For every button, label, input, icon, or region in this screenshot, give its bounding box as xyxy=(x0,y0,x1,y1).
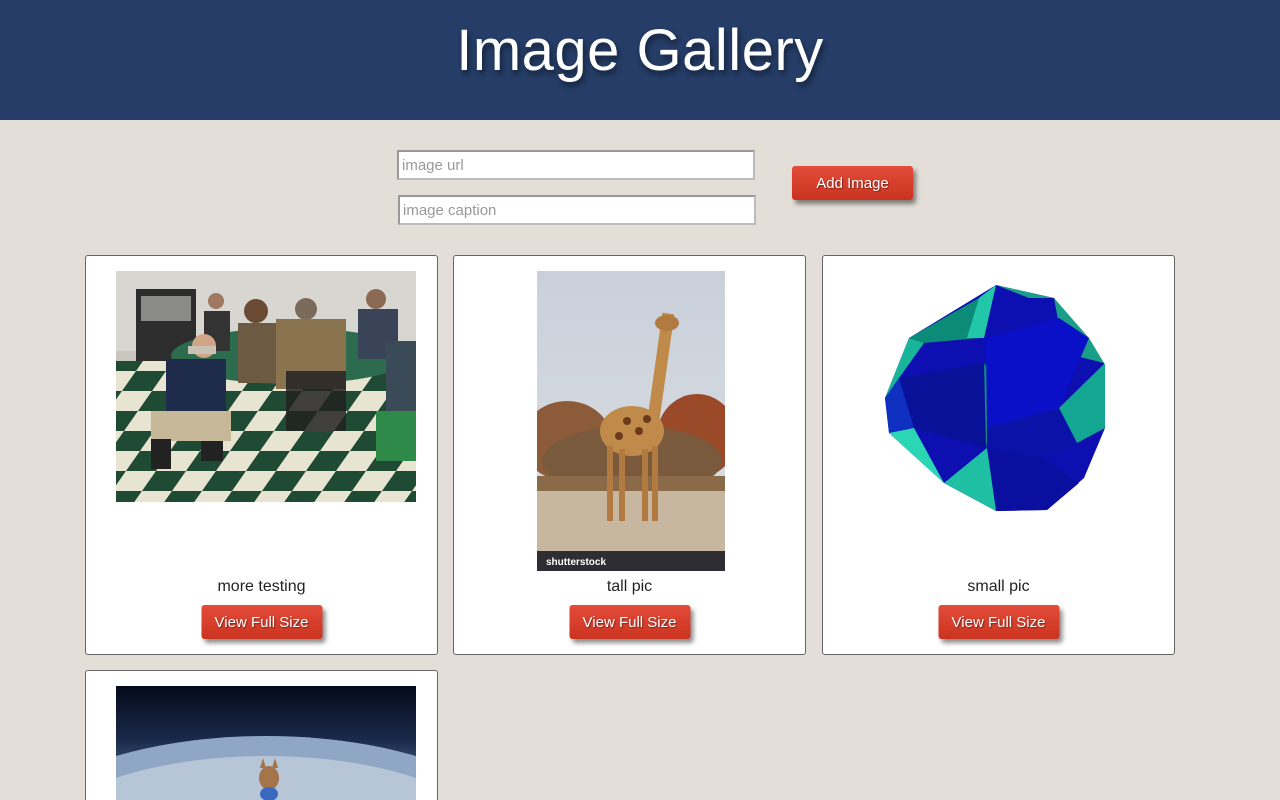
card-caption: small pic xyxy=(967,578,1030,595)
view-full-size-button[interactable]: View Full Size xyxy=(201,605,322,639)
gallery-image-meeting[interactable] xyxy=(116,271,416,502)
card-caption: tall pic xyxy=(606,578,653,595)
add-image-button[interactable]: Add Image xyxy=(792,166,913,200)
view-full-size-button[interactable]: View Full Size xyxy=(938,605,1059,639)
gallery-card: shutterstock tall pic View Full Size xyxy=(453,255,806,655)
view-full-size-button[interactable]: View Full Size xyxy=(569,605,690,639)
shutterstock-watermark: shutterstock xyxy=(546,557,606,568)
image-url-input[interactable] xyxy=(397,150,755,180)
gallery-image-space[interactable] xyxy=(116,686,416,800)
gallery-image-giraffe[interactable]: shutterstock xyxy=(537,271,725,571)
page-title: Image Gallery xyxy=(456,17,824,83)
gallery-card xyxy=(85,670,438,800)
card-caption: more testing xyxy=(217,578,306,595)
gallery-card: small pic View Full Size xyxy=(822,255,1175,655)
page-header: Image Gallery xyxy=(0,0,1280,120)
gallery-card: more testing View Full Size xyxy=(85,255,438,655)
gallery-image-polyhedron[interactable] xyxy=(879,278,1111,518)
image-caption-input[interactable] xyxy=(398,195,756,225)
